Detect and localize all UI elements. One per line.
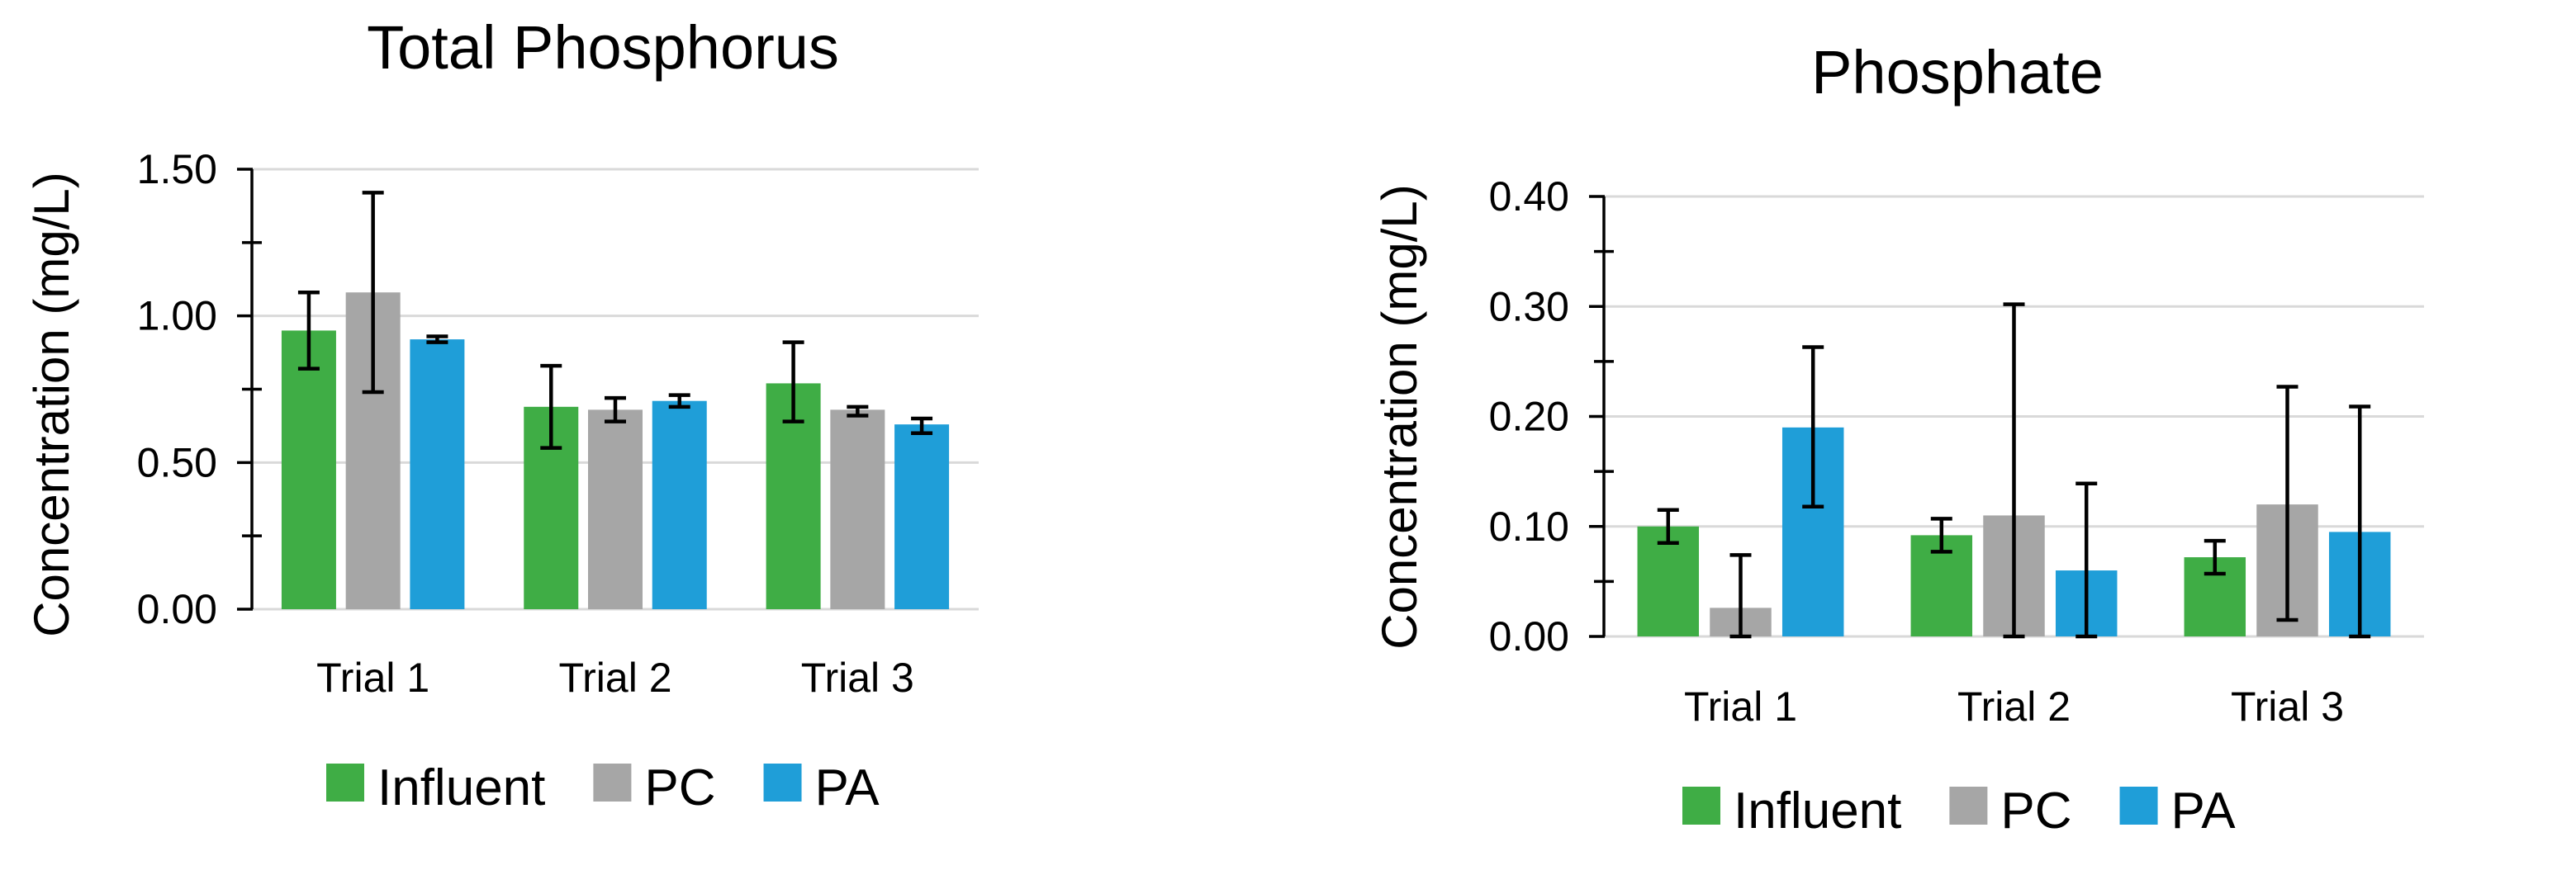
y-tick-label: 0.40 — [1489, 173, 1569, 220]
y-tick-label: 0.00 — [1489, 613, 1569, 660]
legend-label-influent: Influent — [1734, 783, 1901, 840]
x-category-label: Trial 1 — [1684, 683, 1797, 730]
legend-label-pc: PC — [644, 759, 715, 816]
legend-swatch-pc — [593, 764, 632, 802]
chart-title: Total Phosphorus — [367, 13, 839, 82]
x-category-label: Trial 3 — [2231, 683, 2344, 730]
chart-total-phosphorus: Total Phosphorus Concentration (mg/L) 0.00… — [24, 13, 979, 816]
chart-phosphate: Phosphate Concentration (mg/L) 0.00 0.10 0.2… — [1372, 38, 2424, 840]
x-category-label: Trial 1 — [316, 655, 429, 701]
y-tick-label: 0.50 — [137, 439, 217, 485]
x-category-label: Trial 3 — [801, 655, 914, 701]
legend-swatch-pa — [763, 764, 802, 802]
y-tick-label: 0.10 — [1489, 504, 1569, 550]
bar-pa-trial-3 — [894, 424, 950, 609]
y-tick-label: 0.30 — [1489, 283, 1569, 329]
legend-label-pa: PA — [2171, 783, 2237, 840]
x-category-label: Trial 2 — [1957, 683, 2071, 730]
bar-pc-trial-2 — [588, 409, 643, 609]
bar-influent-trial-1 — [281, 330, 336, 609]
legend-swatch-pc — [1949, 787, 1988, 825]
y-tick-label: 0.20 — [1489, 394, 1569, 440]
legend-swatch-influent — [326, 764, 364, 802]
bar-pa-trial-2 — [652, 400, 707, 609]
legend-swatch-pa — [2119, 787, 2158, 825]
y-tick-label: 0.00 — [137, 586, 217, 632]
y-axis-label: Concentration (mg/L) — [24, 172, 79, 637]
legend-label-pa: PA — [815, 759, 880, 816]
legend-label-influent: Influent — [377, 759, 545, 816]
y-tick-label: 1.50 — [137, 146, 217, 192]
x-category-label: Trial 2 — [558, 655, 671, 701]
bar-pa-trial-1 — [410, 339, 465, 609]
legend-swatch-influent — [1682, 787, 1720, 825]
legend-label-pc: PC — [2000, 783, 2071, 840]
y-tick-label: 1.00 — [137, 293, 217, 339]
chart-title: Phosphate — [1811, 38, 2104, 106]
y-axis-label: Concentration (mg/L) — [1372, 184, 1427, 650]
bar-pc-trial-3 — [830, 409, 885, 609]
